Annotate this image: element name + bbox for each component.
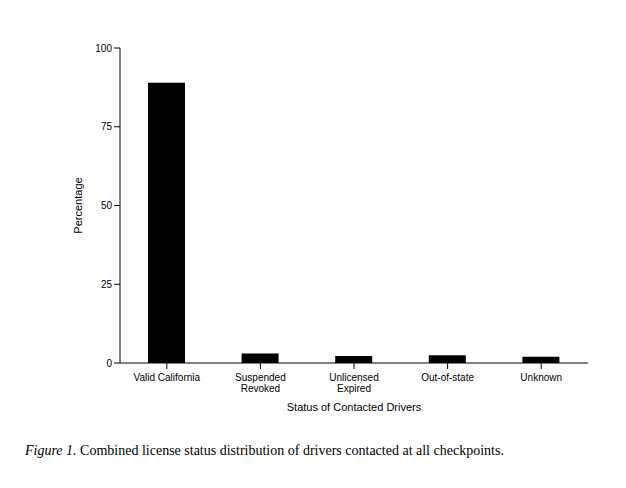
svg-text:Valid California: Valid California	[134, 372, 201, 383]
svg-text:Percentage: Percentage	[72, 177, 84, 233]
svg-text:UnlicensedExpired: UnlicensedExpired	[329, 372, 378, 394]
svg-text:Unknown: Unknown	[520, 372, 562, 383]
svg-text:SuspendedRevoked: SuspendedRevoked	[235, 372, 286, 394]
svg-text:100: 100	[95, 43, 112, 54]
svg-text:50: 50	[101, 200, 113, 211]
svg-text:0: 0	[106, 358, 112, 369]
svg-text:Status of Contacted Drivers: Status of Contacted Drivers	[287, 401, 422, 413]
svg-text:Out-of-state: Out-of-state	[421, 372, 474, 383]
svg-text:25: 25	[101, 279, 113, 290]
svg-text:75: 75	[101, 121, 113, 132]
html-text:Figure 1. Combined license sta: Figure 1. Combined license status distri…	[25, 443, 504, 458]
